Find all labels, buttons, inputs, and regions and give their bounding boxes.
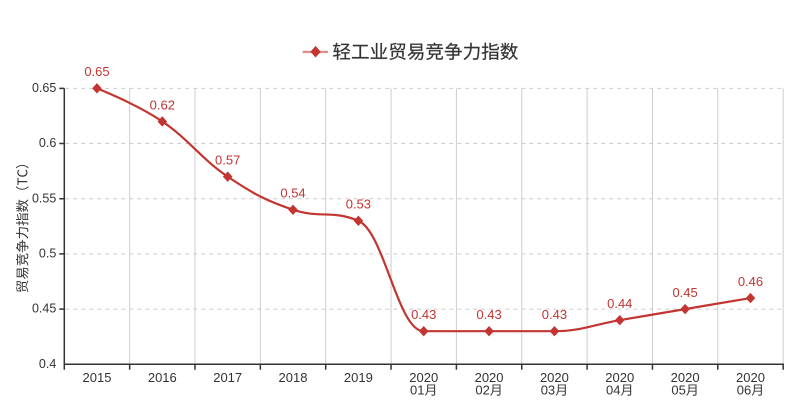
svg-text:03: 03 xyxy=(541,383,555,398)
svg-text:0.6: 0.6 xyxy=(39,136,56,150)
svg-text:0.55: 0.55 xyxy=(32,191,56,205)
svg-text:0.45: 0.45 xyxy=(32,302,56,316)
svg-text:01: 01 xyxy=(410,383,424,398)
svg-text:0.44: 0.44 xyxy=(607,296,632,311)
svg-text:0.54: 0.54 xyxy=(280,186,305,201)
svg-text:0.4: 0.4 xyxy=(39,357,56,371)
svg-text:0.43: 0.43 xyxy=(476,307,501,322)
svg-text:2020: 2020 xyxy=(540,370,569,385)
svg-text:0.46: 0.46 xyxy=(738,274,763,289)
svg-text:2020: 2020 xyxy=(475,370,504,385)
svg-text:2019: 2019 xyxy=(344,370,373,385)
svg-text:05: 05 xyxy=(671,383,685,398)
svg-text:0.5: 0.5 xyxy=(39,247,56,261)
svg-text:0.53: 0.53 xyxy=(346,197,371,212)
svg-text:0.65: 0.65 xyxy=(84,64,109,79)
svg-text:2015: 2015 xyxy=(83,370,112,385)
svg-text:2020: 2020 xyxy=(671,370,700,385)
svg-text:0.43: 0.43 xyxy=(542,307,567,322)
svg-text:0.65: 0.65 xyxy=(32,81,56,95)
svg-text:0.43: 0.43 xyxy=(411,307,436,322)
svg-text:0.62: 0.62 xyxy=(150,97,175,112)
svg-text:2018: 2018 xyxy=(279,370,308,385)
svg-text:0.57: 0.57 xyxy=(215,152,240,167)
svg-text:06: 06 xyxy=(737,383,751,398)
svg-text:2020: 2020 xyxy=(605,370,634,385)
svg-text:2016: 2016 xyxy=(148,370,177,385)
svg-text:2020: 2020 xyxy=(736,370,765,385)
svg-text:2017: 2017 xyxy=(213,370,242,385)
svg-text:2020: 2020 xyxy=(409,370,438,385)
svg-text:0.45: 0.45 xyxy=(672,285,697,300)
svg-text:04: 04 xyxy=(606,383,620,398)
svg-text:02: 02 xyxy=(475,383,489,398)
